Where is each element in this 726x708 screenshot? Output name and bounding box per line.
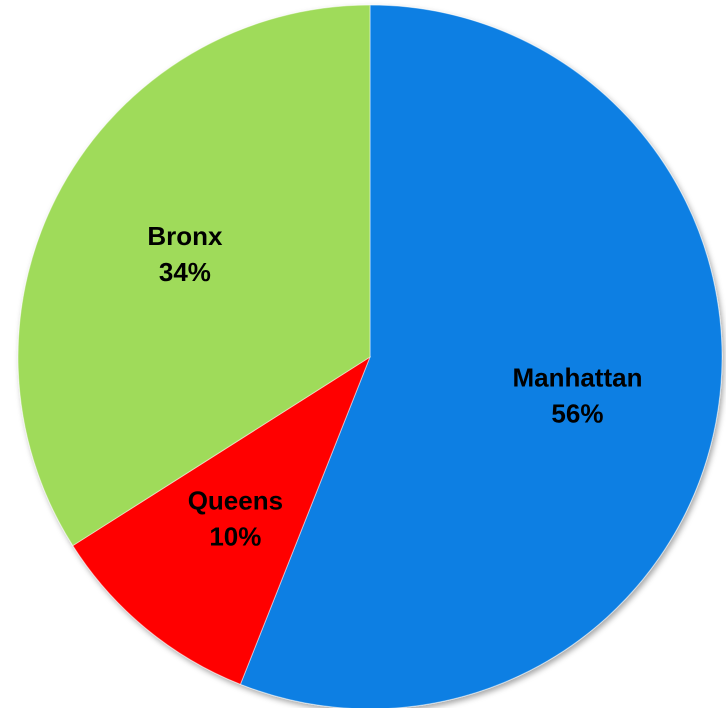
pie: [17, 4, 723, 708]
pie-slice: [72, 355, 372, 685]
category-label: Queens: [188, 486, 283, 516]
value-label: 10%: [209, 522, 261, 552]
value-label: 56%: [551, 398, 603, 428]
pie-slice: [17, 4, 371, 547]
pie-slice: [239, 4, 723, 708]
value-label: 34%: [159, 257, 211, 287]
category-label: Bronx: [147, 221, 223, 251]
category-label: Manhattan: [512, 362, 642, 392]
labels: Manhattan 56% Queens 10% Bronx 34%: [147, 221, 642, 551]
